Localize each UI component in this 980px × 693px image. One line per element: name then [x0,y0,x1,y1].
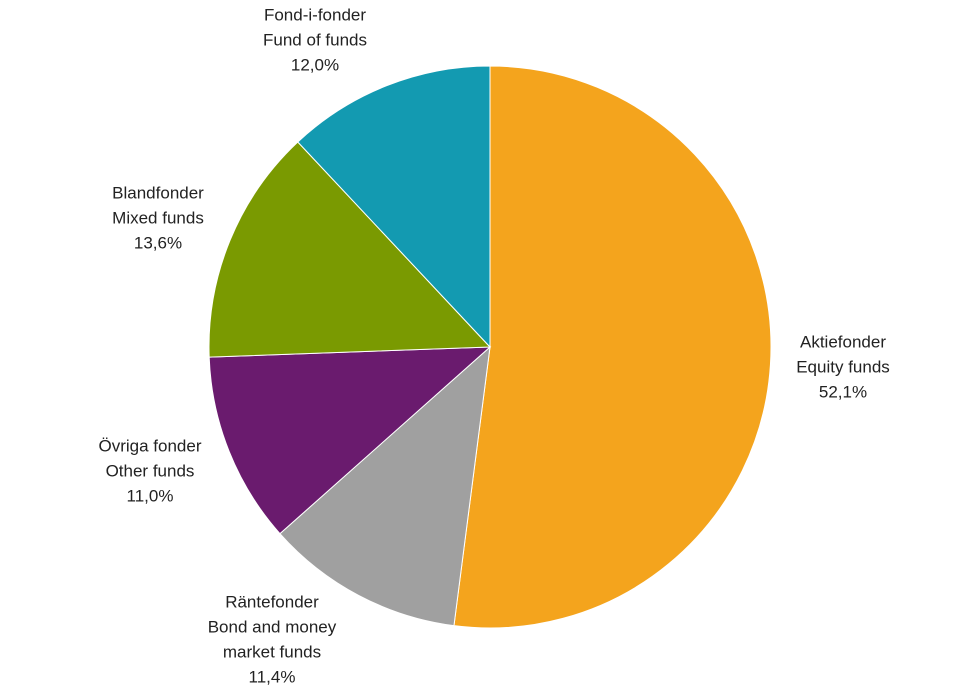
slice-label: Aktiefonder [800,332,886,351]
value-label: 12,0% [291,55,339,74]
slice-label: Blandfonder [112,183,204,202]
slice-label: Mixed funds [112,208,204,227]
pie-slice [279,345,491,627]
slice-label: Other funds [106,461,195,480]
pie-slice [453,65,772,629]
value-label: 11,4% [249,667,296,686]
pie-slice [297,65,491,349]
slice-label: Fond-i-fonder [264,5,366,24]
slice-label: market funds [223,642,321,661]
slice-label: Fund of funds [263,30,367,49]
value-label: 11,0% [127,486,174,505]
slice-label: Bond and money [208,617,337,636]
slice-label: Övriga fonder [99,436,202,455]
value-label: 52,1% [819,382,867,401]
slice-label: Räntefonder [225,592,319,611]
pie-slice [208,141,492,358]
value-label: 13,6% [134,233,182,252]
slice-label: Equity funds [796,357,890,376]
pie-slice [208,346,492,535]
